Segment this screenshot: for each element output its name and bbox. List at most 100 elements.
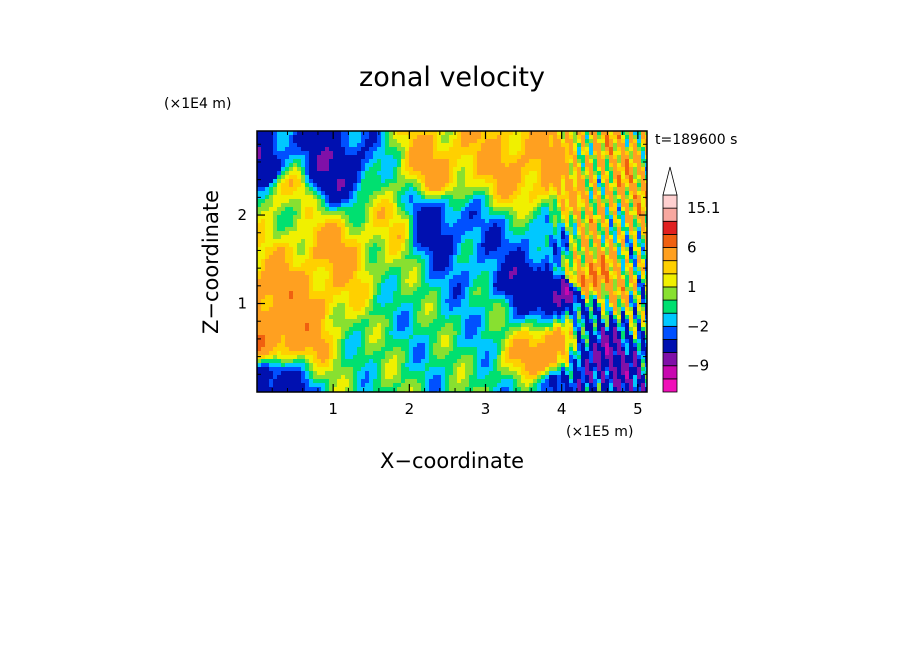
field-cell (529, 263, 533, 267)
field-cell (553, 283, 557, 287)
field-cell (373, 291, 377, 295)
field-cell (445, 187, 449, 191)
field-cell (321, 251, 325, 255)
field-cell (341, 223, 345, 227)
field-cell (573, 287, 577, 291)
field-cell (369, 203, 373, 207)
field-cell (381, 147, 385, 151)
field-cell (521, 267, 525, 271)
field-cell (605, 215, 609, 219)
field-cell (269, 167, 273, 171)
field-cell (345, 175, 349, 179)
field-cell (493, 211, 497, 215)
field-cell (333, 155, 337, 159)
field-cell (329, 299, 333, 303)
field-cell (629, 143, 633, 147)
field-cell (257, 187, 261, 191)
field-cell (525, 287, 529, 291)
field-cell (381, 227, 385, 231)
field-cell (313, 159, 317, 163)
field-cell (505, 175, 509, 179)
field-cell (417, 331, 421, 335)
field-cell (597, 239, 601, 243)
field-cell (613, 327, 617, 331)
field-cell (293, 263, 297, 267)
field-cell (357, 167, 361, 171)
field-cell (265, 243, 269, 247)
field-cell (485, 135, 489, 139)
field-cell (393, 275, 397, 279)
field-cell (441, 139, 445, 143)
field-cell (493, 171, 497, 175)
field-cell (633, 179, 637, 183)
field-cell (569, 291, 573, 295)
field-cell (365, 135, 369, 139)
field-cell (409, 315, 413, 319)
field-cell (565, 323, 569, 327)
field-cell (457, 327, 461, 331)
field-cell (497, 135, 501, 139)
field-cell (501, 235, 505, 239)
field-cell (425, 243, 429, 247)
field-cell (325, 163, 329, 167)
field-cell (345, 139, 349, 143)
field-cell (517, 255, 521, 259)
field-cell (273, 191, 277, 195)
field-cell (385, 235, 389, 239)
field-cell (353, 303, 357, 307)
field-cell (465, 175, 469, 179)
field-cell (505, 183, 509, 187)
field-cell (593, 307, 597, 311)
field-cell (345, 131, 349, 135)
field-cell (313, 243, 317, 247)
field-cell (409, 227, 413, 231)
field-cell (573, 223, 577, 227)
field-cell (641, 163, 645, 167)
field-cell (633, 163, 637, 167)
field-cell (509, 239, 513, 243)
field-cell (549, 163, 553, 167)
field-cell (309, 267, 313, 271)
field-cell (389, 223, 393, 227)
field-cell (533, 263, 537, 267)
field-cell (305, 243, 309, 247)
field-cell (589, 155, 593, 159)
field-cell (477, 267, 481, 271)
field-cell (505, 151, 509, 155)
field-cell (305, 207, 309, 211)
field-cell (333, 299, 337, 303)
field-cell (645, 239, 647, 243)
field-cell (273, 291, 277, 295)
field-cell (505, 247, 509, 251)
field-cell (625, 291, 629, 295)
field-cell (293, 319, 297, 323)
field-cell (645, 243, 647, 247)
field-cell (465, 279, 469, 283)
field-cell (413, 263, 417, 267)
field-cell (445, 151, 449, 155)
field-cell (317, 227, 321, 231)
field-cell (473, 223, 477, 227)
field-cell (629, 215, 633, 219)
field-cell (461, 303, 465, 307)
field-cell (641, 159, 645, 163)
field-cell (261, 295, 265, 299)
field-cell (441, 267, 445, 271)
field-cell (557, 227, 561, 231)
field-cell (333, 303, 337, 307)
field-cell (261, 163, 265, 167)
field-cell (301, 143, 305, 147)
field-cell (489, 195, 493, 199)
field-cell (585, 223, 589, 227)
field-cell (605, 247, 609, 251)
field-cell (513, 319, 517, 323)
field-cell (505, 203, 509, 207)
field-cell (577, 171, 581, 175)
field-cell (473, 195, 477, 199)
field-cell (581, 167, 585, 171)
field-cell (597, 327, 601, 331)
field-cell (489, 331, 493, 335)
field-cell (449, 259, 453, 263)
field-cell (629, 263, 633, 267)
field-cell (645, 279, 647, 283)
